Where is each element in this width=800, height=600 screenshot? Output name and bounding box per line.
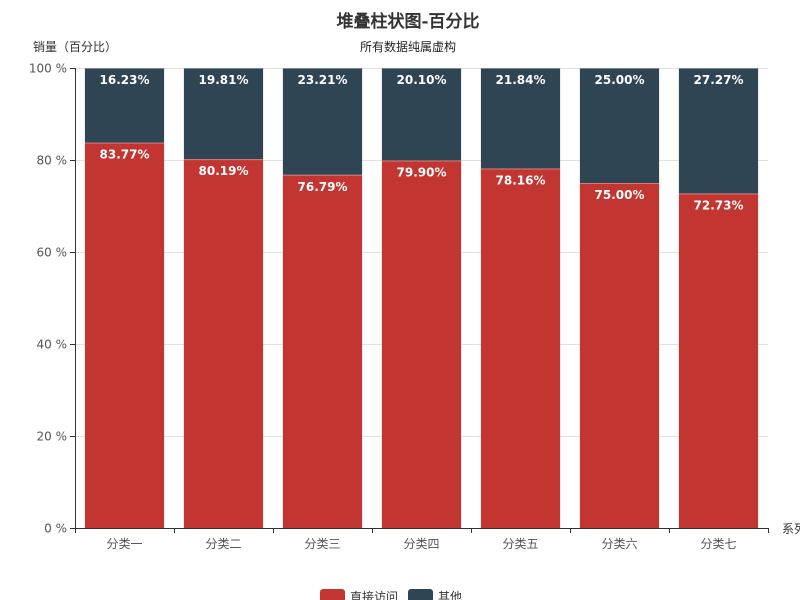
data-labels: 83.77% 80.19% 76.79% 79.90% 78.16% 75.00% 72.7…	[100, 73, 744, 212]
x-axis-title: 系列	[782, 522, 800, 536]
bar-segment-other[interactable]	[480, 68, 561, 169]
bar-segment-direct[interactable]	[84, 142, 165, 528]
bar-segment-direct[interactable]	[678, 193, 759, 528]
legend-swatch	[408, 589, 433, 600]
legend-label: 直接访问	[350, 589, 398, 600]
bars	[84, 68, 759, 529]
bar-segment-direct[interactable]	[579, 183, 660, 528]
axes: 0 % 20 % 40 % 60 % 80 % 100 % 分类一 分类二 分类三 分类四 分类五 分…	[29, 62, 769, 551]
bar-value-label: 27.27%	[694, 73, 744, 87]
y-tick-label: 40 %	[37, 338, 68, 352]
bar-value-label: 16.23%	[100, 73, 150, 87]
y-tick-label: 100 %	[29, 62, 67, 76]
bar-value-label: 72.73%	[694, 198, 744, 212]
bar-value-label: 83.77%	[100, 148, 150, 162]
legend-swatch	[320, 589, 345, 600]
bar-segment-direct[interactable]	[282, 174, 363, 529]
x-tick-label: 分类四	[403, 537, 439, 551]
legend-label: 其他	[438, 590, 462, 600]
x-tick-label: 分类七	[700, 537, 736, 551]
bar-segment-other[interactable]	[678, 68, 759, 194]
x-tick-label: 分类五	[502, 537, 538, 551]
x-tick-label: 分类一	[106, 537, 142, 551]
bar-value-label: 21.84%	[496, 73, 546, 87]
chart-title: 堆叠柱状图-百分比	[336, 11, 479, 32]
legend-item-other[interactable]: 其他	[408, 589, 462, 600]
bar-value-label: 19.81%	[199, 73, 249, 87]
bar-segment-other[interactable]	[183, 68, 264, 160]
legend[interactable]: 直接访问 其他	[320, 589, 462, 600]
x-tick-label: 分类三	[304, 537, 340, 551]
bar-value-label: 79.90%	[397, 165, 447, 179]
bar-value-label: 75.00%	[595, 188, 645, 202]
bar-segment-other[interactable]	[84, 68, 165, 143]
x-tick-label: 分类二	[205, 537, 241, 551]
bar-segment-direct[interactable]	[480, 168, 561, 529]
bar-segment-direct[interactable]	[381, 160, 462, 528]
y-tick-label: 0 %	[44, 522, 67, 536]
y-axis-title: 销量（百分比）	[33, 40, 117, 54]
y-tick-label: 20 %	[37, 430, 68, 444]
y-tick-label: 60 %	[37, 246, 68, 260]
legend-item-direct[interactable]: 直接访问	[320, 589, 398, 600]
x-tick-label: 分类六	[601, 537, 637, 551]
bar-value-label: 80.19%	[199, 164, 249, 178]
bar-segment-other[interactable]	[579, 68, 660, 183]
bar-segment-other[interactable]	[381, 68, 462, 161]
bar-value-label: 25.00%	[595, 73, 645, 87]
chart-subtitle: 所有数据纯属虚构	[360, 39, 456, 54]
bar-value-label: 78.16%	[496, 173, 546, 187]
bar-value-label: 76.79%	[298, 180, 348, 194]
bar-value-label: 23.21%	[298, 73, 348, 87]
bar-segment-other[interactable]	[282, 68, 363, 175]
bar-segment-direct[interactable]	[183, 159, 264, 528]
bar-value-label: 20.10%	[397, 73, 447, 87]
y-tick-label: 80 %	[37, 154, 68, 168]
